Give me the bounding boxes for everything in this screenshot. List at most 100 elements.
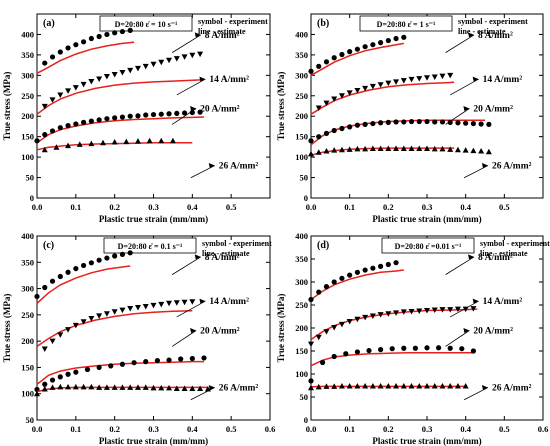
x-tick-label: 0.6 — [265, 424, 276, 434]
data-point — [49, 338, 56, 345]
data-point — [323, 147, 330, 154]
label-arrowhead — [481, 385, 488, 391]
data-point — [362, 267, 368, 273]
data-point — [323, 130, 330, 136]
data-point — [96, 384, 103, 390]
data-point — [412, 345, 418, 351]
data-point — [447, 307, 454, 313]
data-point — [377, 312, 384, 318]
data-point — [393, 119, 399, 125]
label-arrow — [171, 256, 201, 275]
data-point — [369, 382, 376, 389]
legend-entry: line - estimate — [198, 27, 246, 36]
data-point — [362, 85, 369, 92]
series-label: 20 A/mm² — [200, 105, 240, 115]
data-point — [462, 382, 469, 389]
data-point — [127, 250, 133, 256]
data-point — [103, 311, 110, 317]
data-point — [127, 67, 134, 74]
data-point — [81, 262, 87, 269]
data-point — [41, 385, 48, 392]
label-arrowhead — [468, 32, 475, 38]
data-point — [393, 310, 400, 316]
data-point — [42, 284, 48, 291]
data-point — [416, 118, 422, 125]
panel-label: (c) — [43, 240, 54, 251]
data-point — [34, 390, 40, 397]
data-point — [393, 145, 400, 152]
data-point — [150, 111, 157, 118]
data-point — [41, 103, 48, 110]
y-tick-label: 300 — [21, 70, 34, 80]
info-box — [99, 15, 193, 32]
data-point — [49, 97, 56, 103]
data-point — [127, 113, 133, 119]
estimate-line — [310, 147, 455, 156]
data-point — [470, 147, 477, 154]
panel-label: (d) — [317, 240, 329, 251]
data-point — [88, 316, 95, 322]
label-arrow — [445, 108, 470, 125]
data-point — [103, 384, 110, 390]
data-point — [169, 137, 176, 144]
label-arrowhead — [468, 254, 475, 260]
label-arrow — [171, 34, 201, 53]
data-point — [343, 351, 349, 357]
data-point — [119, 307, 126, 314]
data-point — [158, 301, 165, 308]
data-point — [72, 322, 79, 329]
data-point — [96, 33, 102, 40]
data-point — [316, 289, 322, 295]
data-point — [362, 314, 369, 321]
data-point — [377, 382, 384, 389]
y-tick-label: 350 — [295, 254, 308, 264]
data-point — [53, 144, 60, 150]
data-point — [181, 299, 188, 306]
label-arrowhead — [190, 328, 197, 334]
y-tick-label: 300 — [21, 284, 34, 294]
data-point — [424, 345, 430, 351]
chart-panel-4: 0.0 0.1 0.2 0.3 0.4 0.5 0.6 0 50 100 150 200 250 300 3… — [276, 231, 550, 446]
data-point — [119, 361, 126, 367]
data-point — [72, 85, 79, 91]
data-point — [166, 111, 172, 117]
y-tick-label: 150 — [21, 132, 34, 142]
x-tick-label: 0.2 — [383, 202, 394, 212]
x-tick-label: 0.0 — [306, 202, 317, 212]
data-point — [104, 31, 110, 38]
data-point — [173, 300, 180, 306]
y-tick-label: 350 — [21, 257, 34, 267]
estimate-line — [310, 269, 404, 301]
y-tick-label: 150 — [295, 132, 308, 142]
estimate-line — [36, 265, 131, 304]
data-point — [401, 345, 407, 351]
y-tick-label: 0 — [304, 415, 308, 425]
data-point — [408, 308, 415, 315]
x-tick-label: 0.0 — [32, 424, 43, 434]
data-point — [127, 306, 134, 312]
data-point — [142, 63, 149, 70]
series-label: 20 A/mm² — [473, 327, 513, 337]
data-point — [362, 44, 368, 50]
data-point — [424, 382, 430, 389]
data-point — [119, 114, 126, 120]
y-tick-label: 100 — [21, 152, 34, 162]
data-point — [369, 145, 376, 152]
data-point — [454, 382, 461, 389]
data-point — [478, 121, 484, 127]
data-point — [112, 30, 118, 36]
data-point — [366, 347, 372, 354]
data-point — [42, 60, 48, 66]
data-point — [72, 383, 79, 390]
info-box-text: D=20:80 ε̇ = 0.1 s⁻¹ — [118, 242, 183, 251]
data-point — [470, 306, 477, 312]
x-tick-label: 0.5 — [499, 424, 510, 434]
data-point — [400, 78, 407, 84]
estimate-line — [36, 116, 205, 144]
data-point — [370, 120, 376, 127]
data-point — [370, 42, 376, 48]
data-point — [189, 385, 196, 391]
x-axis-label: Plastic true strain (mm/mm) — [99, 436, 208, 446]
data-point — [393, 35, 399, 42]
